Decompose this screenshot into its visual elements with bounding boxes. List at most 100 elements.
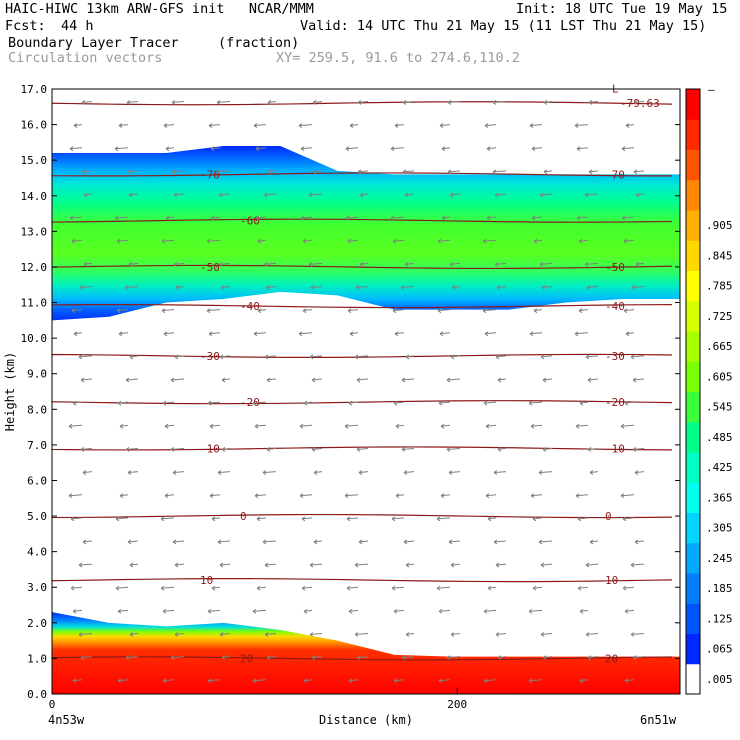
circulation-vector: [576, 215, 589, 221]
circulation-vector: [82, 470, 93, 475]
circulation-vector: [162, 400, 175, 406]
circulation-vector: [161, 308, 175, 314]
y-tick-label: 0.0: [27, 688, 47, 701]
circulation-vector: [118, 123, 129, 129]
circulation-vector: [584, 192, 599, 198]
circulation-vector: [72, 678, 83, 684]
colorbar-label: .485: [706, 431, 733, 444]
circulation-vector: [623, 238, 635, 244]
circulation-vector: [127, 470, 139, 475]
x-tick-label: 200: [447, 698, 467, 711]
colorbar-label: .125: [706, 612, 733, 625]
circulation-vector: [165, 146, 175, 152]
temperature-contour: [51, 446, 673, 451]
circulation-vector: [265, 285, 277, 290]
xy-range: XY= 259.5, 91.6 to 274.6,110.2: [276, 50, 520, 66]
circulation-vector: [81, 100, 93, 105]
circulation-vector: [79, 285, 93, 290]
circulation-vector: [579, 678, 589, 684]
circulation-vector: [392, 308, 405, 314]
circulation-vector: [264, 354, 277, 360]
circulation-vector: [486, 146, 497, 152]
circulation-vector: [173, 192, 185, 198]
circulation-vector: [451, 285, 461, 290]
circulation-vector: [436, 516, 451, 522]
circulation-vector: [401, 655, 415, 661]
circulation-vector: [495, 354, 507, 360]
temperature-contour: [51, 101, 673, 106]
circulation-vector: [357, 169, 369, 175]
circulation-vector: [126, 100, 139, 105]
circulation-vector: [71, 308, 83, 314]
y-tick-label: 9.0: [27, 368, 47, 381]
circulation-vector: [441, 215, 451, 221]
colorbar-label: .905: [706, 219, 733, 232]
circulation-vector: [438, 678, 451, 684]
circulation-vector: [344, 493, 359, 499]
colorbar-swatch: [686, 663, 700, 695]
circulation-vector: [298, 123, 313, 129]
colorbar-swatch: [686, 542, 700, 574]
colorbar-swatch: [686, 119, 700, 150]
circulation-vector: [209, 493, 221, 499]
circulation-vector: [497, 377, 507, 383]
circulation-vector: [255, 146, 267, 152]
colorbar-swatch: [686, 391, 700, 423]
circulation-vector: [395, 423, 405, 429]
x-endpoint-left: 4n53w: [48, 713, 85, 727]
circulation-vector: [530, 423, 543, 429]
contour-label: 10: [605, 574, 618, 587]
circulation-vector: [349, 123, 359, 129]
circulation-vector: [533, 308, 543, 314]
circulation-vector: [170, 447, 185, 452]
circulation-vector: [210, 215, 221, 221]
circulation-vector: [160, 585, 175, 591]
vector-field-name: Circulation vectors: [8, 50, 163, 66]
circulation-vector: [264, 632, 277, 637]
contour-label: -50: [605, 261, 625, 274]
circulation-vector: [257, 308, 267, 314]
colorbar-label: .245: [706, 552, 733, 565]
circulation-vector: [577, 585, 589, 591]
circulation-vector: [301, 516, 313, 522]
circulation-vector: [538, 470, 553, 475]
circulation-vector: [392, 238, 405, 244]
circulation-vector: [129, 562, 139, 568]
circulation-vector: [630, 562, 645, 568]
circulation-vector: [125, 447, 139, 452]
circulation-vector: [78, 562, 93, 568]
circulation-vector: [216, 169, 231, 175]
circulation-vector: [441, 146, 451, 152]
circulation-vector: [358, 470, 369, 475]
circulation-vector: [450, 354, 461, 360]
circulation-vector: [484, 123, 497, 129]
circulation-vector: [299, 493, 313, 499]
circulation-vector: [262, 539, 277, 545]
circulation-vector: [347, 238, 359, 244]
contour-label: -40: [605, 300, 625, 313]
circulation-vector: [211, 516, 221, 522]
circulation-vector: [405, 562, 415, 568]
circulation-vector: [533, 238, 543, 244]
circulation-vector: [539, 192, 553, 198]
colorbar-top-label: –: [708, 83, 715, 96]
colorbar-swatch: [686, 361, 700, 392]
circulation-vector: [348, 400, 359, 406]
circulation-vector: [207, 678, 221, 684]
circulation-vector: [349, 331, 359, 337]
circulation-vector: [72, 608, 83, 614]
circulation-vector: [256, 516, 267, 522]
circulation-vector: [493, 470, 507, 475]
circulation-vector: [309, 562, 323, 568]
circulation-vector: [437, 308, 451, 314]
circulation-vector: [528, 678, 543, 684]
circulation-vector: [497, 655, 507, 661]
circulation-vector: [78, 354, 93, 360]
colorbar-swatch: [686, 270, 700, 302]
circulation-vector: [539, 261, 553, 267]
circulation-vector: [309, 632, 323, 637]
circulation-vector: [83, 261, 93, 267]
circulation-vector: [440, 493, 451, 499]
